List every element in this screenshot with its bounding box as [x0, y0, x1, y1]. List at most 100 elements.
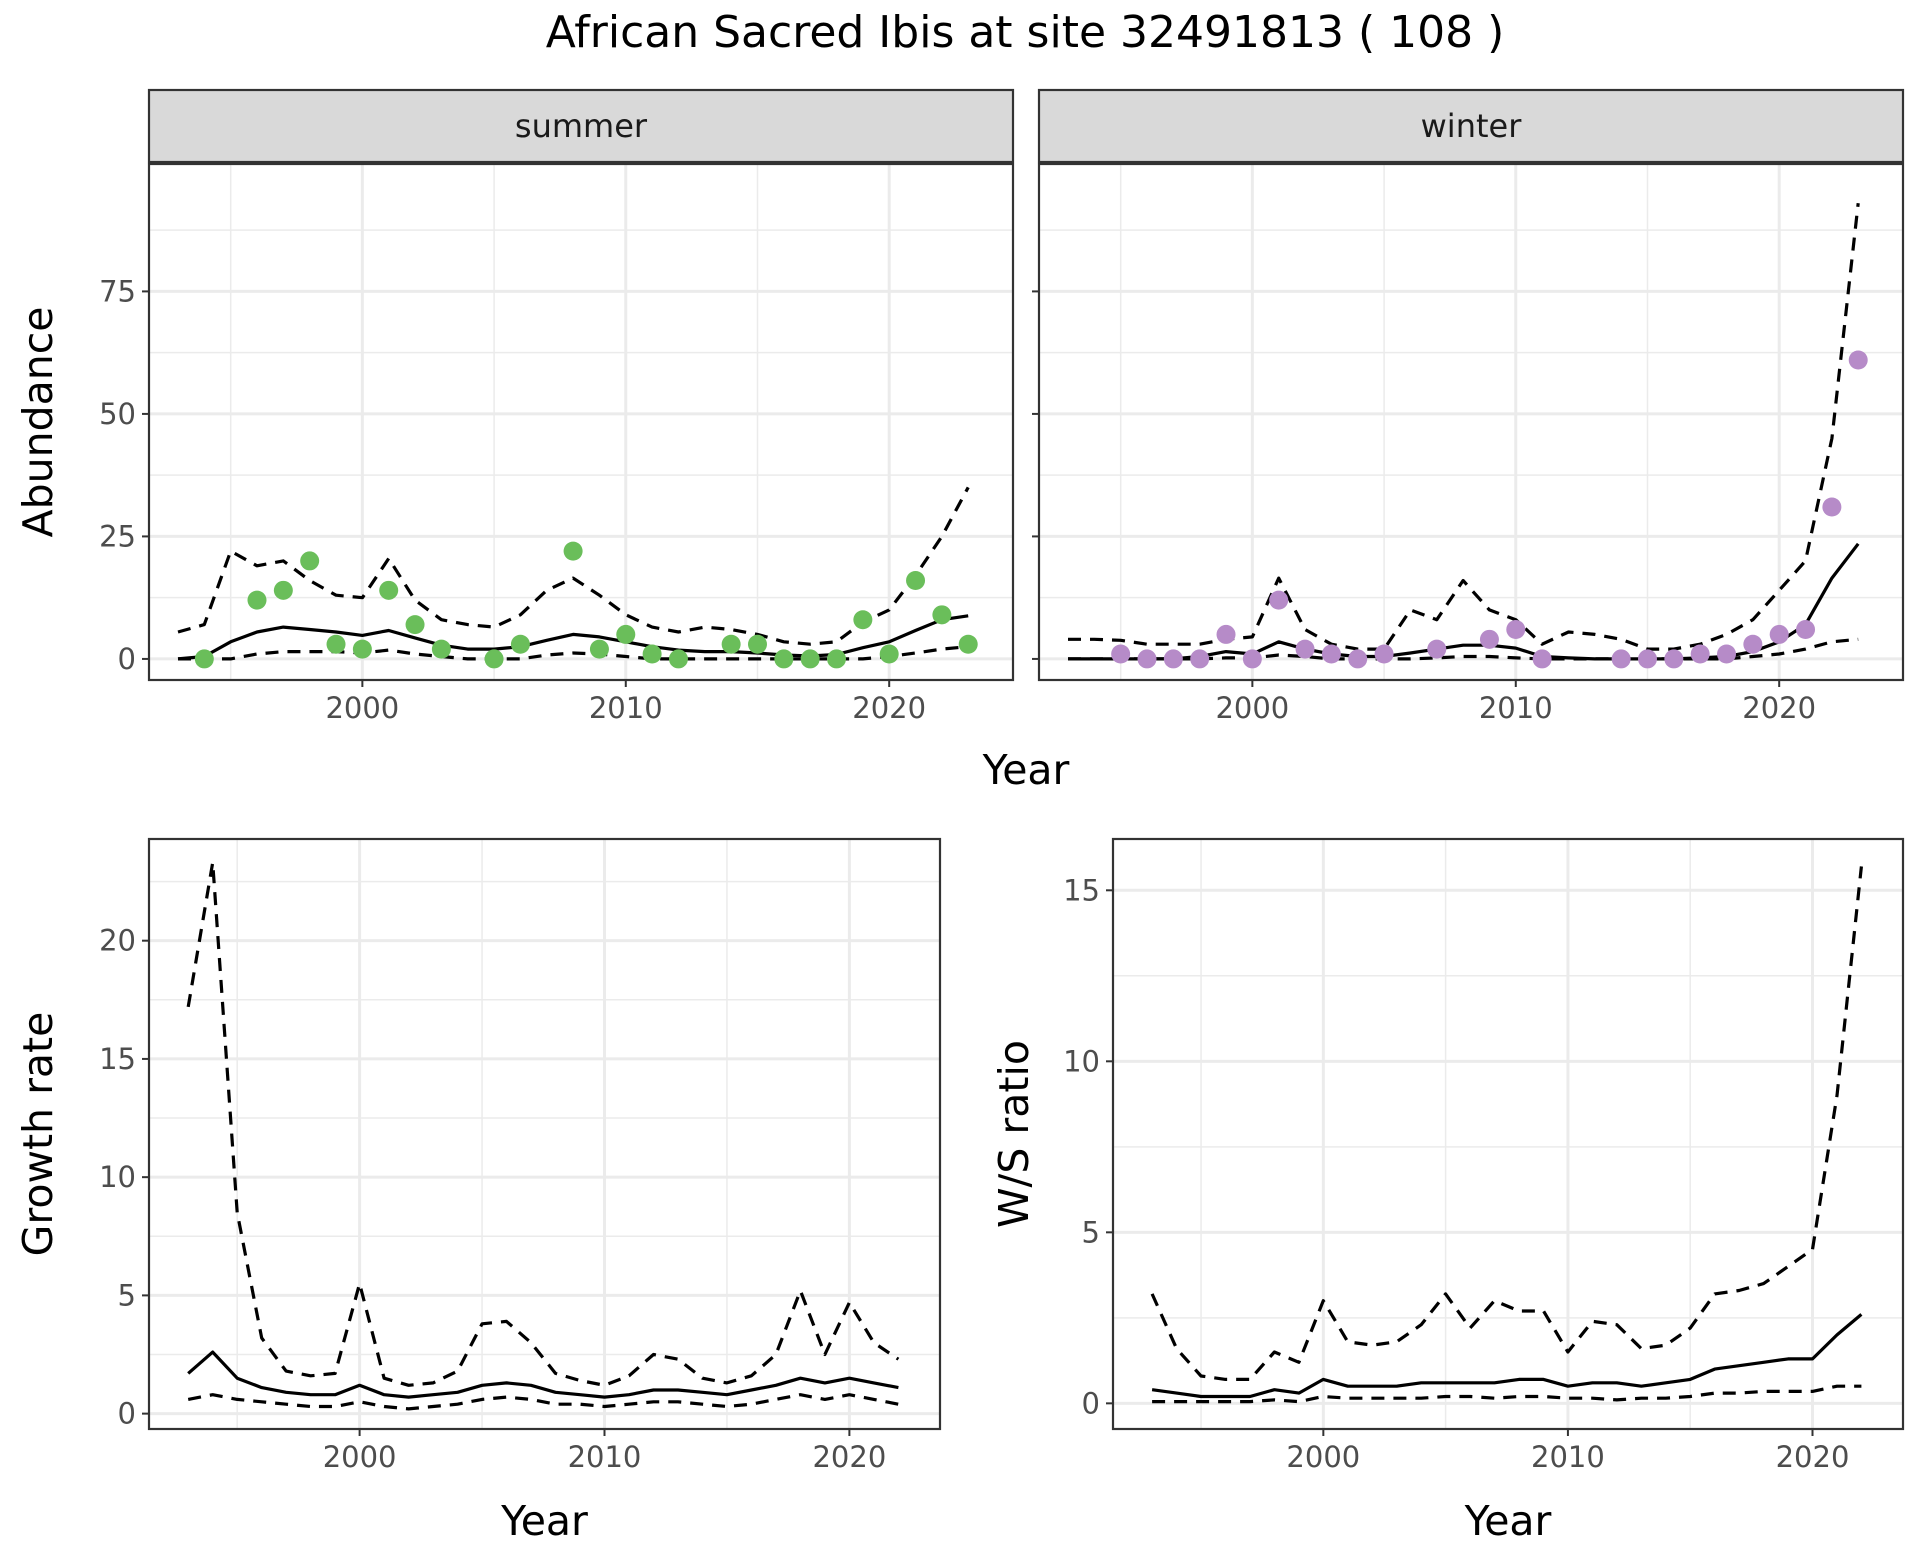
- data-point: [1190, 649, 1210, 669]
- x-tick-label: 2020: [1776, 1440, 1850, 1474]
- facet-strip-label: summer: [515, 107, 648, 145]
- data-point: [1690, 644, 1710, 664]
- data-point: [721, 634, 741, 654]
- bound-line-1: [177, 486, 970, 646]
- facet-strip: [147, 88, 1015, 164]
- x-tick-label: 2010: [1479, 691, 1553, 725]
- data-point: [879, 644, 899, 664]
- panel-summer: summer 2000 2010 2020 0 25 50 75 Year Abundance: [14, 88, 1070, 794]
- data-point: [1137, 649, 1157, 669]
- y-tick-label: 15: [1063, 873, 1100, 907]
- data-point: [1532, 649, 1552, 669]
- data-point: [1611, 649, 1631, 669]
- data-point: [405, 615, 425, 635]
- bound-line-2: [187, 1393, 899, 1411]
- data-point: [1295, 639, 1315, 659]
- data-point: [247, 590, 267, 610]
- data-point: [589, 639, 609, 659]
- y-tick-label: 15: [99, 1042, 136, 1076]
- data-point: [1717, 644, 1737, 664]
- y-tick-label: 5: [118, 1278, 136, 1312]
- panel-border: [147, 837, 942, 1431]
- data-point: [326, 634, 346, 654]
- x-tick-label: 2010: [568, 1440, 642, 1474]
- data-point: [1479, 629, 1499, 649]
- estimate-line: [1151, 1313, 1863, 1399]
- x-axis-title: Year: [500, 1497, 588, 1545]
- data-point: [642, 644, 662, 664]
- data-point: [1163, 649, 1183, 669]
- bound-line-1: [186, 860, 900, 1387]
- y-tick-label: 0: [1082, 1386, 1100, 1420]
- x-tick-label: 2000: [1215, 691, 1289, 725]
- y-tick-label: 0: [118, 1397, 136, 1431]
- data-point: [352, 639, 372, 659]
- data-point: [1242, 649, 1262, 669]
- data-point: [194, 649, 214, 669]
- data-point: [853, 610, 873, 630]
- data-point: [1506, 620, 1526, 640]
- y-tick-label: 20: [99, 924, 136, 958]
- data-point: [563, 541, 583, 561]
- x-axis-title: Year: [1464, 1497, 1552, 1545]
- data-point: [1822, 497, 1842, 517]
- y-axis-title: Growth rate: [14, 1012, 62, 1257]
- y-tick-label: 50: [99, 397, 136, 431]
- y-tick-label: 5: [1082, 1215, 1100, 1249]
- estimate-line: [1068, 542, 1860, 661]
- bound-line-2: [178, 645, 969, 661]
- panel-border: [1111, 837, 1905, 1431]
- estimate-line: [187, 1350, 899, 1399]
- chart-title: African Sacred Ibis at site 32491813 ( 1…: [546, 7, 1504, 58]
- y-tick-label: 10: [1063, 1044, 1100, 1078]
- data-point: [300, 551, 320, 571]
- data-point: [1769, 624, 1789, 644]
- x-tick-label: 2010: [1531, 1440, 1605, 1474]
- x-tick-label: 2020: [852, 691, 926, 725]
- bound-line-1: [1150, 866, 1863, 1382]
- y-tick-label: 75: [99, 274, 136, 308]
- panel-winter: winter 2000 2010 2020: [1032, 88, 1905, 725]
- x-tick-label: 2000: [1286, 1440, 1360, 1474]
- data-point: [668, 649, 688, 669]
- data-point: [1321, 644, 1341, 664]
- y-tick-label: 10: [99, 1160, 136, 1194]
- data-point: [1374, 644, 1394, 664]
- bound-line-1: [1068, 203, 1860, 651]
- bound-line-2: [1152, 1384, 1862, 1404]
- bound-line-2: [1068, 637, 1859, 661]
- facet-strip: [1037, 88, 1905, 164]
- data-point: [484, 649, 504, 669]
- data-point: [379, 580, 399, 600]
- data-point: [1427, 639, 1447, 659]
- data-point: [774, 649, 794, 669]
- data-point: [932, 605, 952, 625]
- panel-border: [147, 162, 1015, 682]
- data-point: [1664, 649, 1684, 669]
- data-point: [1848, 350, 1868, 370]
- data-point: [1111, 644, 1131, 664]
- y-axis-title: W/S ratio: [990, 1040, 1038, 1228]
- panel-growth: 2000 2010 2020 0 5 10 15 20 Year Growth rate: [14, 837, 942, 1545]
- data-point: [800, 649, 820, 669]
- x-tick-label: 2020: [1742, 691, 1816, 725]
- y-axis-title: Abundance: [14, 307, 62, 538]
- panel-ratio: 2000 2010 2020 0 5 10 15 Year W/S ratio: [990, 837, 1905, 1545]
- x-tick-label: 2020: [812, 1440, 886, 1474]
- data-point: [1796, 620, 1816, 640]
- data-point: [958, 634, 978, 654]
- facet-strip-label: winter: [1421, 107, 1523, 145]
- data-point: [747, 634, 767, 654]
- x-tick-label: 2000: [323, 1440, 397, 1474]
- data-point: [1348, 649, 1368, 669]
- data-point: [1743, 634, 1763, 654]
- data-point: [273, 580, 293, 600]
- data-point: [906, 571, 926, 591]
- x-tick-label: 2000: [325, 691, 399, 725]
- data-point: [616, 624, 636, 644]
- data-point: [827, 649, 847, 669]
- panel-border: [1037, 162, 1905, 682]
- data-point: [510, 634, 530, 654]
- data-point: [1637, 649, 1657, 669]
